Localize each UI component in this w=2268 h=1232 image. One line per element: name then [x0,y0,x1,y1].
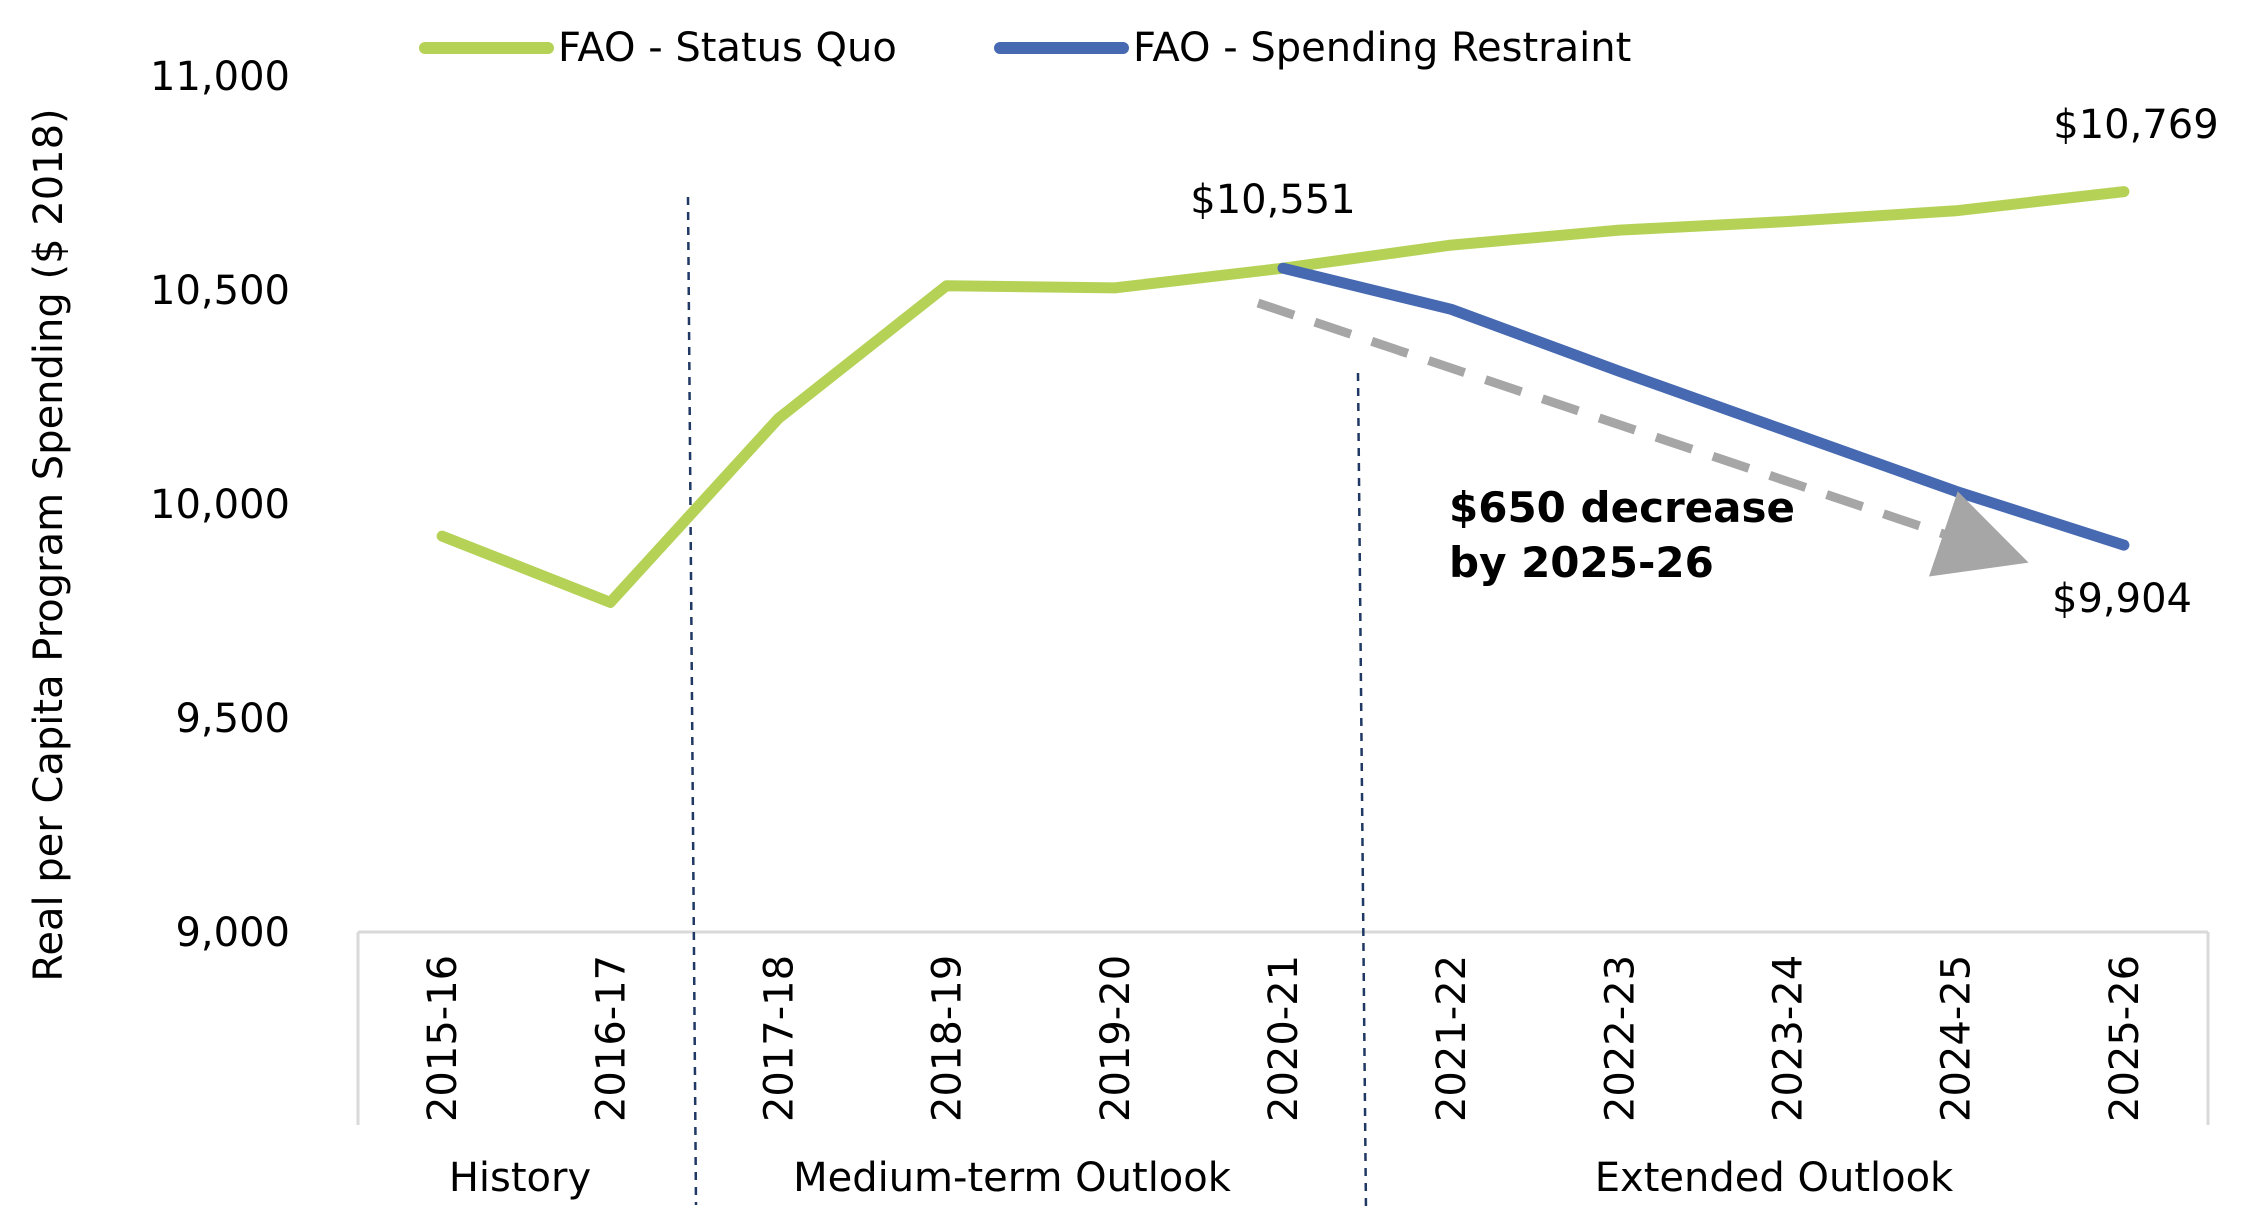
y-tick-label: 11,000 [150,54,290,100]
x-tick-label: 2024-25 [1934,955,1980,1122]
y-tick-label: 10,500 [150,268,290,314]
legend-item-status-quo: FAO - Status Quo [419,25,897,71]
x-tick-label: 2017-18 [757,955,803,1122]
x-tick-label: 2018-19 [925,955,971,1122]
x-tick-label: 2025-26 [2102,955,2148,1122]
period-label-medium-term: Medium-term Outlook [793,1155,1232,1201]
period-labels: History Medium-term Outlook Extended Out… [449,1155,1954,1201]
x-tick-label: 2019-20 [1093,955,1139,1122]
series-layer [436,186,2130,608]
x-tick-label: 2015-16 [420,955,466,1122]
annotation-start-value: $10,551 [1190,177,1355,223]
decrease-arrow [1256,298,2029,577]
y-tick-label: 10,000 [150,482,290,528]
annotations: $10,551 $10,769 $9,904 $650 decrease by … [1190,102,2218,622]
annotation-decrease-line1: $650 decrease [1449,483,1795,532]
x-axis-frame [356,930,2210,1125]
annotation-status-quo-end: $10,769 [2053,102,2218,148]
divider-history-medium [686,196,698,1206]
legend: FAO - Status Quo FAO - Spending Restrain… [419,25,1631,71]
y-axis-label: Real per Capita Program Spending ($ 2018… [26,108,72,981]
x-axis-ticks: 2015-16 2016-17 2017-18 2018-19 2019-20 2020-… [420,955,2148,1122]
x-tick-label: 2020-21 [1261,955,1307,1122]
x-tick-label: 2021-22 [1429,955,1475,1122]
period-dividers [686,196,1368,1213]
legend-label-spending-restraint: FAO - Spending Restraint [1133,25,1631,71]
divider-medium-extended [1356,372,1368,1213]
annotation-decrease-line2: by 2025-26 [1449,538,1714,587]
y-axis-ticks: 9,000 9,500 10,000 10,500 11,000 [150,54,290,956]
x-tick-label: 2023-24 [1766,955,1812,1122]
legend-item-spending-restraint: FAO - Spending Restraint [994,25,1631,71]
y-tick-label: 9,000 [175,910,290,956]
period-label-history: History [449,1155,591,1201]
x-tick-label: 2016-17 [588,955,634,1122]
period-label-extended: Extended Outlook [1595,1155,1954,1201]
legend-label-status-quo: FAO - Status Quo [558,25,897,71]
x-tick-label: 2022-23 [1597,955,1643,1122]
y-tick-label: 9,500 [175,696,290,742]
annotation-restraint-end: $9,904 [2052,576,2192,622]
series-line-status-quo [436,186,2130,608]
